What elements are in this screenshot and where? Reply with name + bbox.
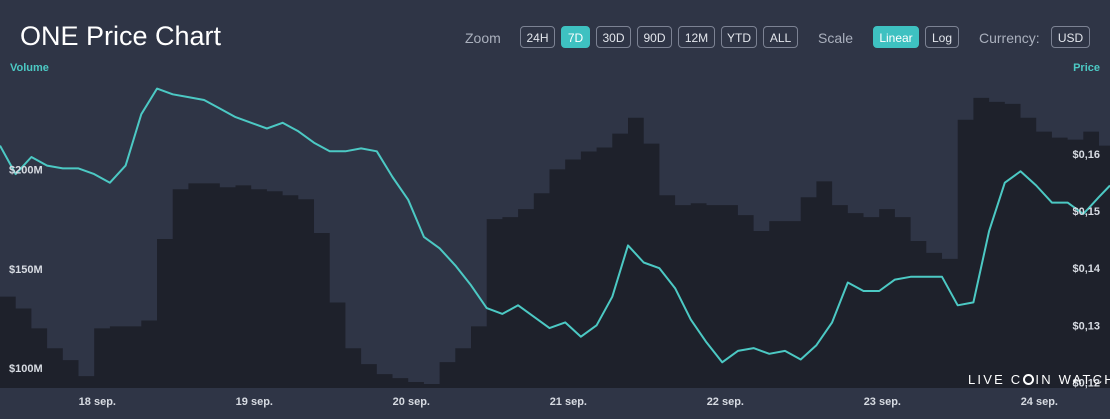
zoom-ytd-button[interactable]: YTD <box>721 26 757 48</box>
price-tick-label: $0,13 <box>1072 320 1100 332</box>
volume-tick-label: $150M <box>9 264 43 276</box>
scale-label: Scale <box>818 30 854 46</box>
x-tick-label: 23 sep. <box>864 396 901 408</box>
x-tick-label: 19 sep. <box>236 396 273 408</box>
zoom-12m-button[interactable]: 12M <box>678 26 715 48</box>
page-title: ONE Price Chart <box>20 21 222 51</box>
x-tick-label: 18 sep. <box>79 396 116 408</box>
zoom-90d-button[interactable]: 90D <box>637 26 672 48</box>
zoom-24h-button[interactable]: 24H <box>520 26 555 48</box>
volume-axis-title: Volume <box>10 62 49 74</box>
price-tick-label: $0,14 <box>1072 263 1100 275</box>
price-line <box>0 87 1110 364</box>
scale-log-button[interactable]: Log <box>925 26 959 48</box>
zoom-all-button[interactable]: ALL <box>763 26 798 48</box>
chart-controls: Zoom 24H 7D 30D 90D 12M YTD ALL Scale Li… <box>0 26 1110 50</box>
x-tick-label: 22 sep. <box>707 396 744 408</box>
livecoinwatch-logo: LIVE C IN WATCH <box>968 372 1110 387</box>
zoom-7d-button[interactable]: 7D <box>561 26 590 48</box>
logo-text-right: IN WATCH <box>1035 372 1110 387</box>
scale-linear-button[interactable]: Linear <box>873 26 919 48</box>
zoom-30d-button[interactable]: 30D <box>596 26 631 48</box>
volume-area <box>0 97 1110 388</box>
volume-tick-label: $200M <box>9 164 43 176</box>
zoom-label: Zoom <box>465 30 501 46</box>
price-tick-label: $0,16 <box>1072 149 1100 161</box>
price-axis-title: Price <box>1073 62 1100 74</box>
currency-label: Currency: <box>979 30 1040 46</box>
volume-tick-label: $100M <box>9 363 43 375</box>
x-tick-label: 20 sep. <box>393 396 430 408</box>
currency-usd-button[interactable]: USD <box>1051 26 1090 48</box>
price-tick-label: $0,15 <box>1072 206 1100 218</box>
coin-icon <box>1023 374 1035 385</box>
price-tick-label: $0,12 <box>1072 377 1100 389</box>
logo-text-left: LIVE C <box>968 372 1023 387</box>
x-tick-label: 24 sep. <box>1021 396 1058 408</box>
x-tick-label: 21 sep. <box>550 396 587 408</box>
